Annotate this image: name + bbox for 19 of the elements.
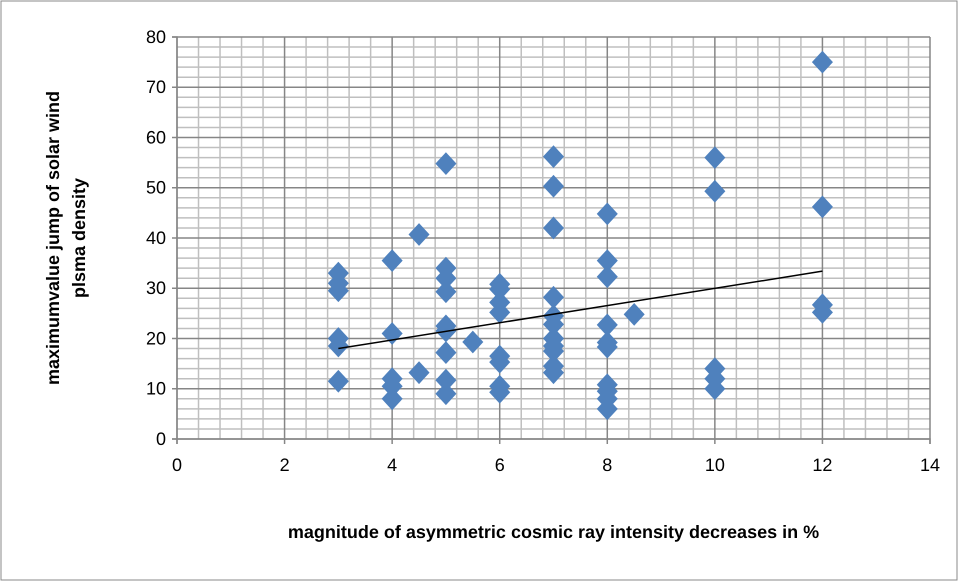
y-tick-label: 70 bbox=[146, 77, 166, 98]
x-tick-label: 2 bbox=[280, 454, 290, 475]
x-tick-label: 8 bbox=[602, 454, 612, 475]
x-tick-label: 12 bbox=[812, 454, 832, 475]
y-axis-title: maximumvalue jump of solar wind plsma density bbox=[43, 90, 89, 386]
y-tick-label: 10 bbox=[146, 378, 166, 399]
y-tick-label: 60 bbox=[146, 127, 166, 148]
x-tick-label: 4 bbox=[387, 454, 398, 475]
y-tick-label: 20 bbox=[146, 328, 166, 348]
y-tick-label: 80 bbox=[146, 26, 166, 47]
y-tick-label: 40 bbox=[146, 228, 166, 248]
x-tick-label: 6 bbox=[494, 454, 505, 475]
x-tick-label: 0 bbox=[172, 454, 182, 475]
x-axis-title: magnitude of asymmetric cosmic ray intensity decreases in % bbox=[288, 522, 820, 542]
x-tick-label: 14 bbox=[920, 454, 940, 475]
y-tick-label: 30 bbox=[146, 278, 166, 298]
y-tick-label: 0 bbox=[156, 428, 166, 449]
x-tick-label: 10 bbox=[704, 454, 725, 475]
y-tick-label: 50 bbox=[146, 178, 166, 198]
